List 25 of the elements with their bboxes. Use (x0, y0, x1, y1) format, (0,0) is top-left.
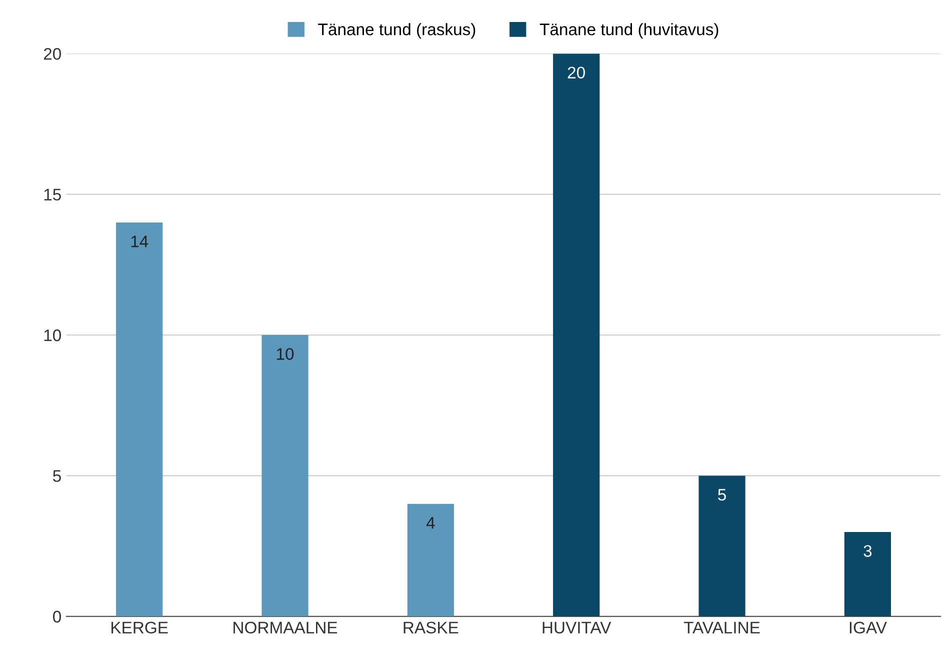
data-label: 4 (426, 517, 435, 529)
data-label: 5 (718, 488, 726, 501)
y-tick-label: 20 (44, 48, 61, 60)
x-tick-label: TAVALINE (684, 622, 760, 634)
y-tick-label: 15 (44, 188, 61, 201)
bar (553, 54, 600, 616)
legend-label: Tänane tund (huvitavus) (540, 23, 718, 39)
bar (116, 222, 163, 616)
data-label: 20 (568, 66, 585, 79)
data-label: 14 (131, 236, 148, 248)
legend-label: Tänane tund (raskus) (318, 23, 476, 39)
y-tick-label: 0 (53, 610, 61, 623)
x-tick-label: HUVITAV (542, 622, 612, 634)
x-tick-label: NORMAALNE (234, 622, 338, 634)
x-tick-label: KERGE (112, 622, 168, 634)
x-tick-label: IGAV (850, 622, 887, 634)
bar (407, 504, 454, 616)
y-tick-label: 10 (44, 329, 61, 342)
x-tick-label: RASKE (404, 622, 458, 634)
bar (262, 335, 308, 616)
data-label: 3 (864, 545, 872, 557)
bar (844, 532, 891, 616)
data-label: 10 (277, 348, 294, 360)
y-tick-label: 5 (53, 470, 61, 482)
bar (698, 476, 746, 616)
